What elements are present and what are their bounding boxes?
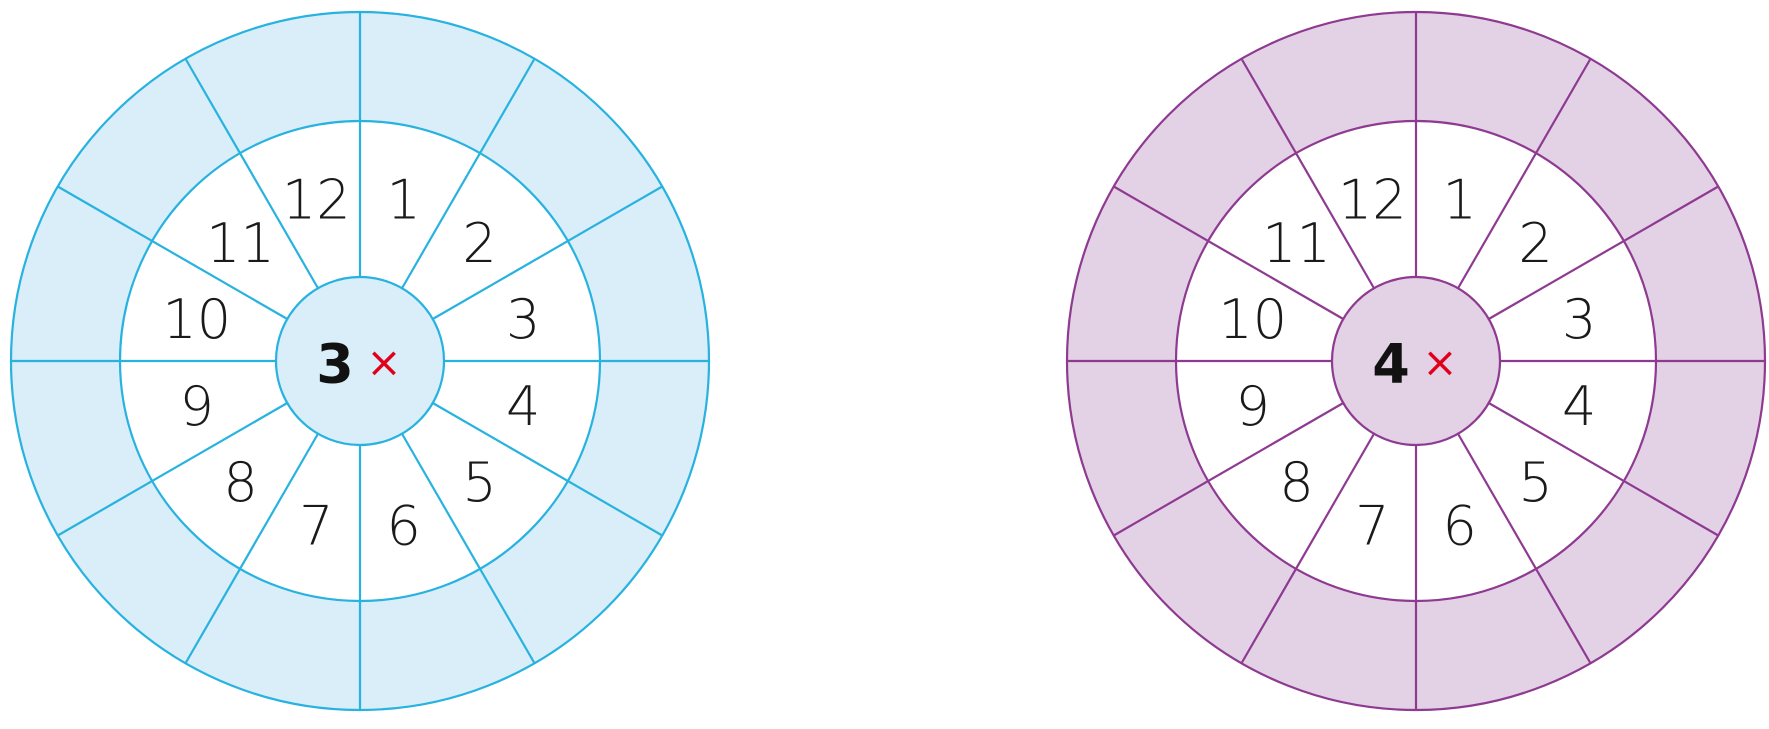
wheel-number-7: 7 (299, 495, 333, 558)
spoke-line (401, 58, 536, 289)
spoke-line (1113, 402, 1344, 537)
wheel-number-5: 5 (462, 451, 496, 514)
wheel-number-3: 3 (1562, 288, 1596, 351)
wheel-number-9: 9 (1236, 375, 1270, 438)
center-circle (274, 275, 446, 447)
wheel-number-2: 2 (462, 212, 496, 275)
wheel-number-1: 1 (387, 168, 421, 231)
wheel-number-10: 10 (1218, 288, 1287, 351)
wheel-number-8: 8 (1279, 451, 1313, 514)
wheel-number-4: 4 (506, 375, 540, 438)
wheel-number-6: 6 (387, 495, 421, 558)
multiply-sign-icon: × (366, 338, 401, 387)
wheel-number-2: 2 (1518, 212, 1552, 275)
wheel-number-3: 3 (506, 288, 540, 351)
spoke-line (184, 58, 319, 289)
spoke-line (432, 185, 663, 320)
spoke-line (432, 402, 663, 537)
spoke-line (1240, 433, 1375, 664)
spoke-line (401, 433, 536, 664)
wheel-number-9: 9 (180, 375, 214, 438)
wheel-number-5: 5 (1518, 451, 1552, 514)
spoke-line (1113, 185, 1344, 320)
spoke-line (1457, 433, 1592, 664)
wheel-number-10: 10 (162, 288, 231, 351)
wheel-number-4: 4 (1562, 375, 1596, 438)
multiplier-label: 4 (1372, 333, 1410, 396)
wheel-number-6: 6 (1443, 495, 1477, 558)
spoke-line (57, 185, 288, 320)
wheel-number-11: 11 (1262, 212, 1331, 275)
wheel-number-12: 12 (1338, 168, 1407, 231)
spoke-line (1457, 58, 1592, 289)
wheel-number-1: 1 (1443, 168, 1477, 231)
wheel-number-7: 7 (1355, 495, 1389, 558)
wheel-number-11: 11 (206, 212, 275, 275)
wheel-number-8: 8 (223, 451, 257, 514)
spoke-line (1488, 402, 1719, 537)
spoke-line (57, 402, 288, 537)
multiply-sign-icon: × (1422, 338, 1457, 387)
spoke-line (184, 433, 319, 664)
center-circle (1330, 275, 1502, 447)
spoke-line (1240, 58, 1375, 289)
wheel-number-12: 12 (282, 168, 351, 231)
multiplier-label: 3 (316, 333, 354, 396)
spoke-line (1488, 185, 1719, 320)
